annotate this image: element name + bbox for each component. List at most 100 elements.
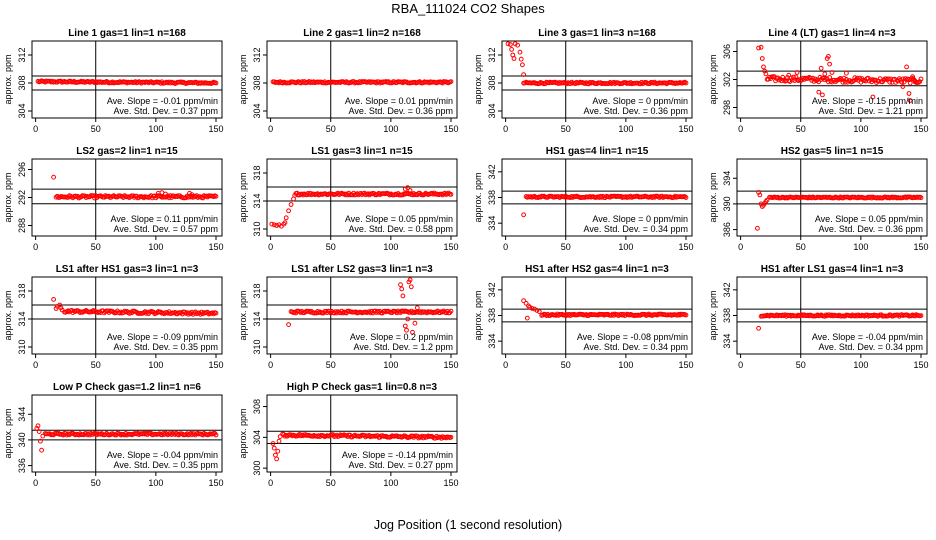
y-tick-label: 312	[487, 47, 497, 62]
data-points	[505, 41, 689, 87]
x-tick-label: 50	[326, 242, 336, 252]
data-point	[822, 71, 828, 77]
data-points	[286, 277, 454, 335]
x-tick-label: 50	[91, 242, 101, 252]
data-point	[189, 192, 195, 198]
data-point	[918, 76, 924, 82]
panel-title: HS1 gas=4 lin=1 n=15	[546, 146, 649, 157]
x-tick-label: 0	[33, 360, 38, 370]
y-axis-label: approx. ppm	[473, 172, 483, 222]
x-tick-label: 0	[738, 124, 743, 134]
data-point	[190, 195, 196, 200]
x-tick-label: 0	[503, 360, 508, 370]
slope-annotation: Ave. Slope = 0 ppm/min	[592, 214, 688, 224]
x-tick-label: 0	[503, 242, 508, 252]
x-tick-label: 50	[796, 360, 806, 370]
stddev-annotation: Ave. Std. Dev. = 0.37 ppm	[114, 106, 218, 116]
y-tick-label: 308	[17, 75, 27, 90]
plot-frame	[31, 276, 223, 355]
panel-title: HS1 after HS2 gas=4 lin=1 n=3	[525, 264, 669, 275]
panel-title: LS1 after LS2 gas=3 lin=1 n=3	[291, 264, 433, 275]
data-point	[763, 71, 769, 77]
panel-title: HS1 after LS1 gas=4 lin=1 n=3	[761, 264, 904, 275]
data-point	[910, 75, 915, 81]
y-tick-label: 306	[722, 44, 732, 59]
y-tick-label: 342	[487, 282, 497, 297]
panel-title: Line 4 (LT) gas=1 lin=4 n=3	[768, 28, 896, 39]
x-tick-label: 100	[618, 360, 633, 370]
data-point	[182, 309, 188, 315]
x-tick-label: 100	[148, 478, 163, 488]
y-axis-label: approx. ppm	[238, 408, 248, 458]
data-point	[683, 312, 689, 318]
y-tick-label: 312	[17, 47, 27, 62]
stddev-annotation: Ave. Std. Dev. = 0.34 ppm	[819, 342, 923, 352]
data-points	[521, 193, 689, 218]
data-point	[523, 300, 529, 306]
x-tick-label: 100	[148, 360, 163, 370]
data-points	[756, 44, 924, 103]
panel-title: HS2 gas=5 lin=1 n=15	[781, 146, 884, 157]
x-tick-label: 50	[91, 124, 101, 134]
y-axis-label: approx. ppm	[473, 290, 483, 340]
data-point	[683, 80, 689, 86]
data-point	[683, 195, 689, 200]
data-point	[529, 306, 535, 311]
y-tick-label: 300	[252, 461, 262, 476]
data-point	[271, 222, 277, 228]
y-tick-label: 338	[487, 190, 497, 205]
panel-title: Line 2 gas=1 lin=2 n=168	[303, 28, 421, 39]
x-tick-label: 150	[678, 360, 693, 370]
data-point	[844, 70, 849, 76]
data-point	[818, 65, 824, 71]
x-tick-label: 50	[796, 124, 806, 134]
x-tick-label: 150	[208, 360, 223, 370]
y-tick-label: 304	[252, 430, 262, 445]
data-point	[758, 44, 764, 50]
data-point	[276, 438, 282, 444]
data-point	[448, 308, 454, 314]
data-point	[786, 72, 792, 78]
y-tick-label: 310	[252, 339, 262, 354]
data-point	[827, 61, 832, 67]
data-point	[521, 212, 526, 218]
y-axis-label: approx. ppm	[238, 172, 248, 222]
slope-annotation: Ave. Slope = 0.01 ppm/min	[345, 96, 453, 106]
x-tick-label: 100	[853, 242, 868, 252]
x-tick-label: 0	[503, 124, 508, 134]
y-tick-label: 318	[252, 165, 262, 180]
slope-annotation: Ave. Slope = -0.04 ppm/min	[812, 332, 923, 342]
x-axis-caption: Jog Position (1 second resolution)	[373, 518, 563, 532]
data-point	[757, 192, 763, 198]
data-point	[269, 221, 275, 227]
data-point	[405, 316, 411, 322]
data-point	[416, 435, 421, 441]
data-point	[414, 305, 420, 311]
panel-11: HS1 after HS2 gas=4 lin=1 n=3 approx. ppm…	[473, 264, 694, 370]
y-axis-label: approx. ppm	[708, 290, 718, 340]
x-tick-label: 0	[33, 242, 38, 252]
x-tick-label: 100	[383, 242, 398, 252]
data-point	[794, 70, 800, 75]
slope-annotation: Ave. Slope = 0.05 ppm/min	[345, 214, 453, 224]
panel-4: Line 4 (LT) gas=1 lin=4 n=3 approx. ppm 0 5…	[708, 28, 929, 134]
data-point	[448, 434, 454, 440]
data-point	[761, 64, 766, 70]
plot-frame	[31, 394, 223, 473]
stddev-annotation: Ave. Std. Dev. = 1.21 ppm	[819, 106, 923, 116]
data-point	[918, 195, 924, 201]
y-axis-label: approx. ppm	[3, 172, 13, 222]
y-tick-label: 310	[17, 339, 27, 354]
data-point	[213, 193, 219, 199]
data-point	[405, 185, 411, 191]
plot-frame	[266, 394, 458, 473]
data-point	[366, 192, 372, 198]
x-tick-label: 150	[443, 360, 458, 370]
x-tick-label: 0	[33, 478, 38, 488]
data-point	[756, 190, 761, 195]
data-points	[51, 174, 219, 201]
plot-frame	[266, 158, 458, 237]
y-tick-label: 338	[487, 308, 497, 323]
data-point	[51, 297, 56, 302]
